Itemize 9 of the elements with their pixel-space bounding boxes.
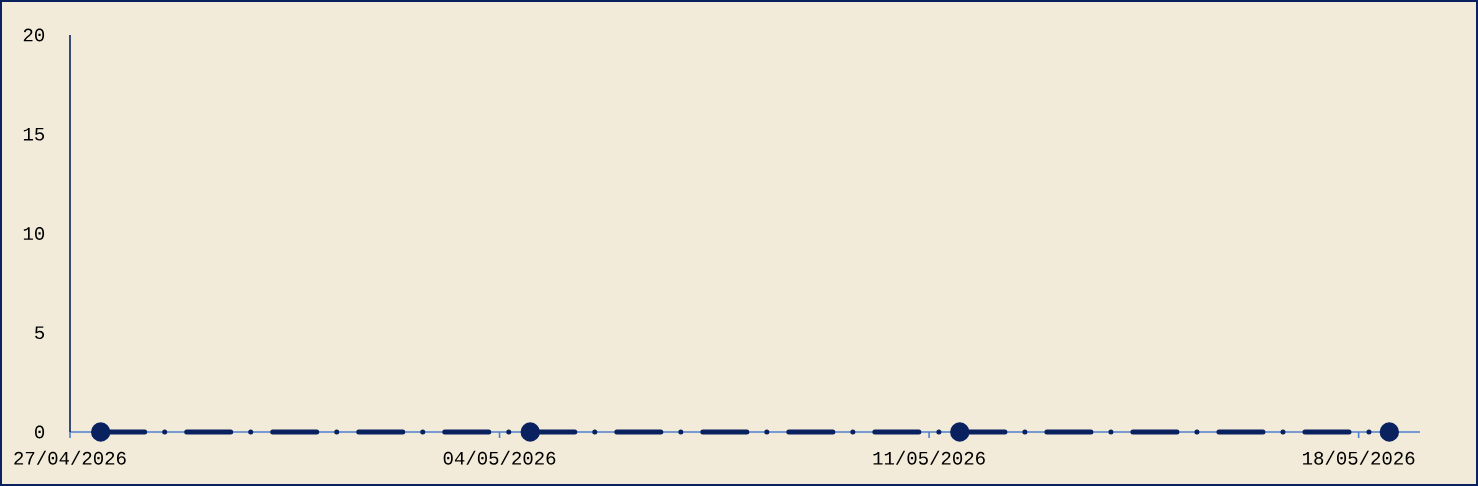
x-tick-label: 27/04/2026 — [14, 450, 126, 465]
y-tick-label: 20 — [23, 28, 45, 42]
y-tick-label: 15 — [23, 127, 45, 141]
x-tick-label: 11/05/2026 — [873, 450, 985, 465]
y-tick-label: 0 — [35, 425, 45, 439]
x-tick-label: 04/05/2026 — [443, 450, 556, 465]
y-tick-label: 5 — [35, 326, 45, 340]
y-tick-label: 10 — [23, 227, 45, 240]
x-tick-label: 18/05/2026 — [1303, 450, 1415, 465]
